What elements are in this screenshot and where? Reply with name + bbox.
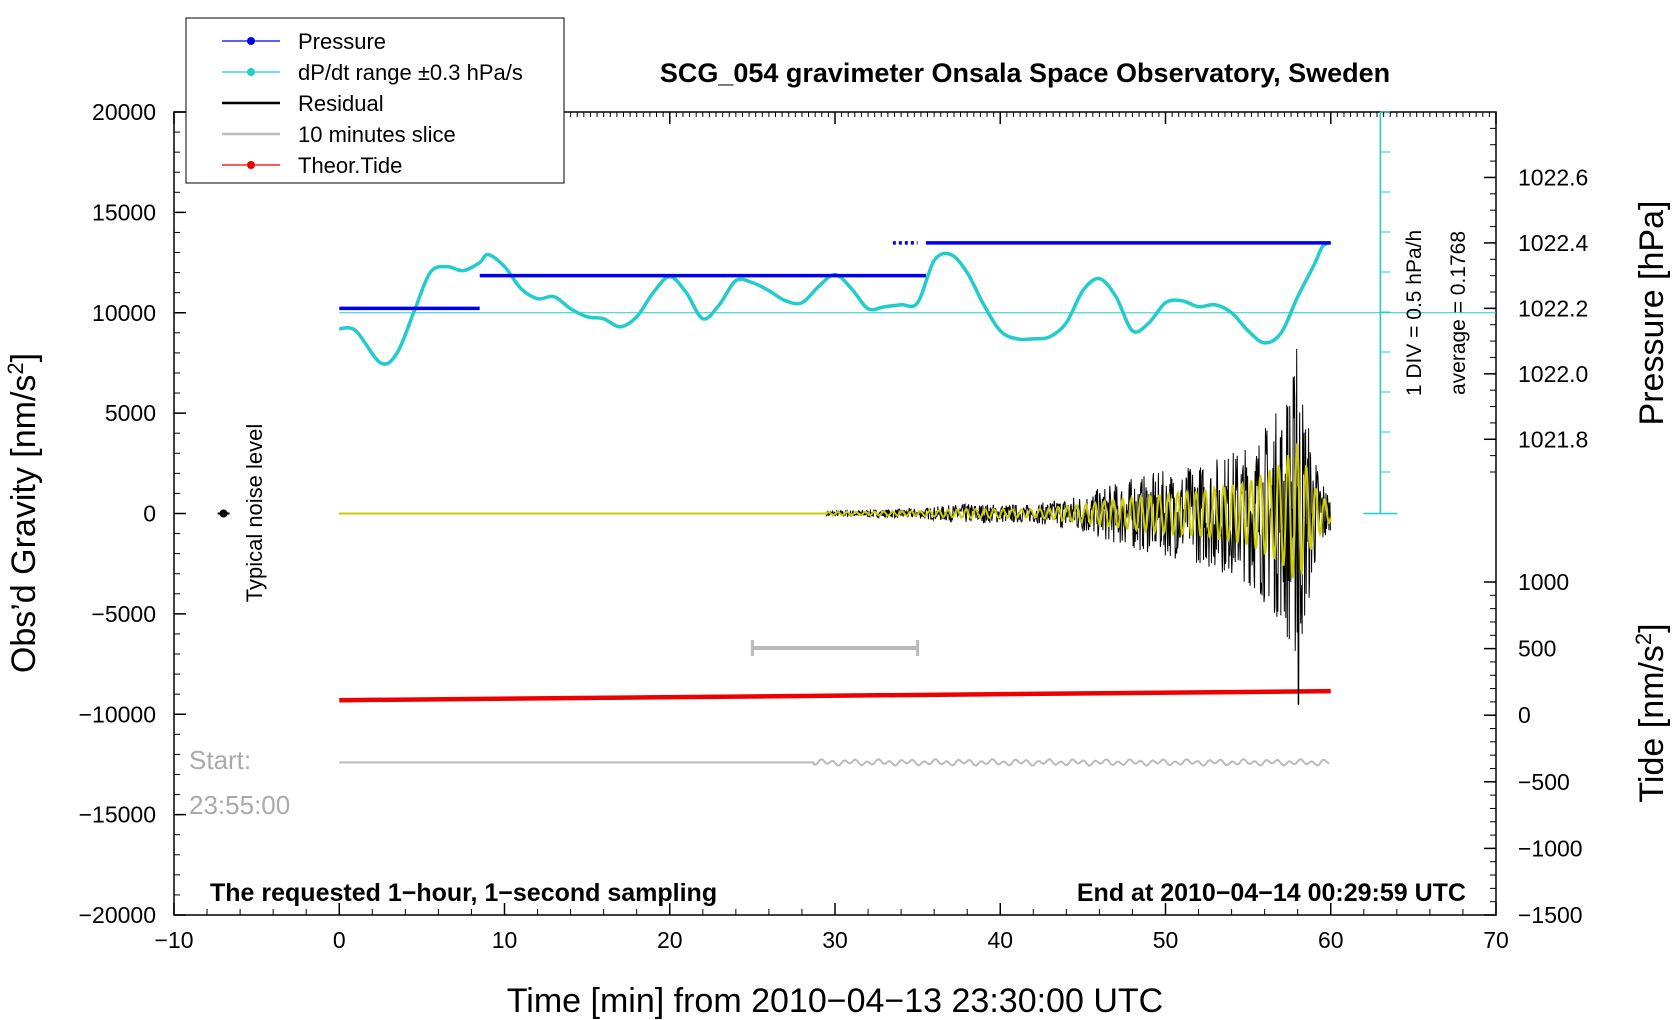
tide-tick-label: 1000	[1518, 569, 1569, 595]
x-axis-title: Time [min] from 2010−04−13 23:30:00 UTC	[507, 982, 1163, 1020]
tide-tick-label: 0	[1518, 702, 1531, 728]
pressure-tick-label: 1022.4	[1518, 230, 1589, 256]
pressure-scale-label-1: 1 DIV = 0.5 hPa/h	[1403, 230, 1426, 396]
pressure-tick-label: 1022.0	[1518, 361, 1588, 387]
tide-tick-label: 500	[1518, 636, 1556, 662]
chart-title: SCG_054 gravimeter Onsala Space Observat…	[660, 58, 1390, 88]
slice-line	[339, 757, 1330, 768]
legend-label: Theor.Tide	[298, 153, 402, 178]
tide-line	[339, 688, 1331, 703]
dpdt-curve	[339, 240, 1332, 366]
pressure-tick-label: 1022.6	[1518, 164, 1588, 190]
note-sampling: The requested 1−hour, 1−second sampling	[210, 879, 717, 907]
y-axis-title-pressure: Pressure [hPa]	[1633, 201, 1671, 426]
y-axis-title-tide-text: Tide [nm/s	[1633, 645, 1671, 802]
legend-label: Residual	[298, 91, 384, 116]
tide-tick-label: −500	[1518, 769, 1570, 795]
x-tick-label: 30	[822, 927, 848, 953]
pressure-tick-label: 1021.8	[1518, 426, 1588, 452]
x-tick-label: 10	[492, 927, 518, 953]
legend-marker	[247, 37, 255, 45]
y-axis-title-left-sup: 2	[3, 362, 28, 374]
y-tick-label-left: 15000	[92, 199, 156, 225]
x-tick-label: 50	[1153, 927, 1179, 953]
legend-marker	[247, 161, 255, 169]
noise-level-label: Typical noise level	[242, 424, 267, 603]
tide-tick-label: −1000	[1518, 835, 1583, 861]
note-end-time: End at 2010−04−14 00:29:59 UTC	[1077, 879, 1466, 907]
y-tick-label-left: 5000	[105, 400, 156, 426]
y-axis-title-left: Obs’d Gravity [nm/s2]	[3, 353, 43, 673]
y-axis-title-tide: Tide [nm/s2]	[1631, 623, 1671, 802]
y-tick-label-left: 10000	[92, 300, 156, 326]
axes: −10 0 10 20 30 40 50 60 7020000150001000050000−5…	[79, 99, 1589, 953]
y-tick-label-left: −10000	[79, 701, 156, 727]
legend-marker	[247, 68, 255, 76]
legend-label: 10 minutes slice	[298, 122, 456, 147]
legend-label: dP/dt range ±0.3 hPa/s	[298, 60, 523, 85]
y-axis-title-tide-sup: 2	[1631, 633, 1656, 645]
y-axis-title-tide-close: ]	[1633, 623, 1671, 632]
noise-level-marker	[219, 509, 228, 518]
x-tick-label: 70	[1483, 927, 1509, 953]
x-tick-label: 40	[987, 927, 1013, 953]
chart-marks	[217, 111, 1496, 768]
pressure-scale-label-2: average = 0.1768	[1447, 231, 1470, 395]
pressure-tick-label: 1022.2	[1518, 295, 1588, 321]
y-tick-label-left: −15000	[79, 802, 156, 828]
legend: Pressure dP/dt range ±0.3 hPa/s Residual 10…	[185, 17, 565, 184]
y-tick-label-left: 20000	[92, 99, 156, 125]
legend-label: Pressure	[298, 29, 386, 54]
y-axis-title-left-close: ]	[5, 353, 43, 362]
x-tick-label: 0	[333, 927, 346, 953]
filtered-residual-line	[339, 443, 1332, 579]
y-tick-label-left: −20000	[79, 902, 156, 928]
x-tick-label: 60	[1318, 927, 1344, 953]
x-tick-label: 20	[657, 927, 683, 953]
y-tick-label-left: 0	[143, 501, 156, 527]
start-time: 23:55:00	[189, 790, 290, 820]
legend-box	[185, 17, 565, 184]
start-label: Start:	[189, 745, 251, 775]
y-axis-title-left-text: Obs’d Gravity [nm/s	[5, 375, 43, 674]
x-tick-label: −10	[154, 927, 193, 953]
y-tick-label-left: −5000	[91, 601, 156, 627]
tide-tick-label: −1500	[1518, 902, 1583, 928]
